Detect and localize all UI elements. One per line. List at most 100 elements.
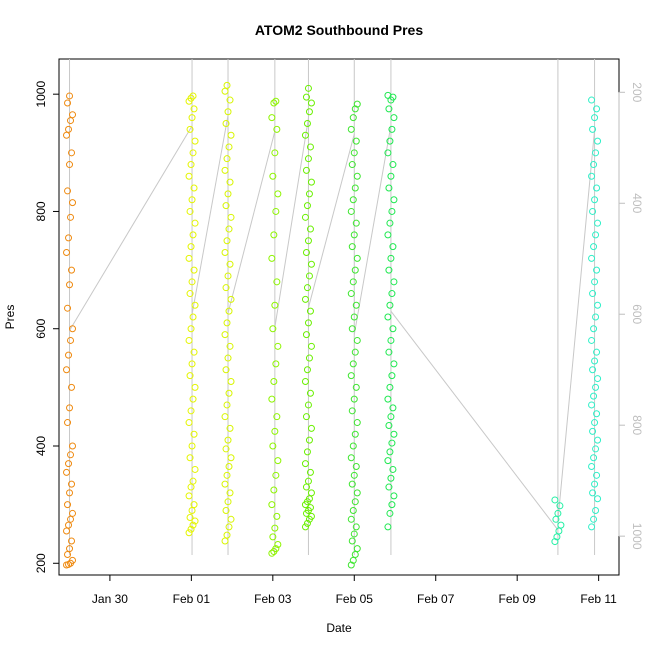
data-point (352, 523, 360, 531)
data-point (188, 278, 196, 286)
data-point (270, 99, 278, 107)
profile-connector-line (274, 118, 309, 328)
profile-connector-line (390, 310, 559, 531)
data-point (271, 301, 279, 309)
data-point (589, 366, 597, 374)
data-point (271, 427, 279, 435)
data-point (347, 372, 355, 380)
data-point (64, 99, 72, 107)
data-point (389, 325, 397, 333)
data-point (588, 172, 596, 180)
data-point (221, 413, 229, 421)
data-point (588, 401, 596, 409)
data-point (588, 523, 596, 531)
x-tick-label: Feb 11 (580, 592, 617, 606)
data-point (188, 196, 196, 204)
data-point (187, 525, 195, 533)
data-point (306, 468, 314, 476)
data-point (384, 91, 392, 99)
data-point (349, 114, 357, 122)
data-point (226, 424, 234, 432)
data-point (348, 537, 356, 545)
data-point (63, 131, 71, 139)
data-point (272, 360, 280, 368)
data-point (592, 149, 600, 157)
right-tick-label: 800 (630, 415, 644, 435)
data-point (303, 448, 311, 456)
data-point (190, 105, 198, 113)
right-axis: 200 400 600 800 1000 (618, 82, 644, 550)
data-point (227, 378, 235, 385)
data-point (66, 92, 74, 100)
data-point (222, 366, 230, 374)
y-tick-label: 1000 (34, 81, 48, 108)
data-point (222, 507, 230, 514)
data-point (221, 249, 229, 256)
data-point (272, 471, 280, 479)
data-point (384, 149, 392, 157)
data-point (305, 354, 313, 362)
data-point (223, 471, 231, 479)
data-point (306, 225, 314, 233)
data-point (226, 260, 234, 268)
data-point (350, 471, 358, 479)
data-point (223, 237, 231, 245)
data-point (69, 325, 77, 333)
data-point (186, 514, 194, 522)
data-point (350, 395, 358, 403)
data-point (347, 515, 355, 523)
data-point (351, 430, 359, 438)
data-point (551, 538, 559, 546)
data-point (225, 389, 233, 397)
data-point (353, 489, 361, 497)
data-point (227, 131, 235, 139)
data-point (594, 301, 602, 309)
data-point (387, 474, 395, 482)
data-point (68, 537, 76, 545)
data-point (351, 498, 359, 506)
data-point (222, 202, 230, 210)
data-point (273, 125, 281, 133)
data-point (189, 92, 197, 100)
data-point (306, 307, 314, 315)
data-point (272, 207, 280, 215)
data-point (227, 454, 235, 462)
profile-connector-line (191, 115, 229, 315)
profile-connector-line (557, 129, 596, 521)
data-point (307, 424, 315, 432)
data-point (352, 301, 360, 309)
data-point (67, 213, 75, 221)
data-point (551, 496, 559, 504)
data-point (349, 278, 357, 286)
data-point (188, 360, 196, 368)
data-point (593, 471, 601, 479)
data-point (352, 137, 360, 145)
y-axis-label: Pres (3, 305, 17, 330)
data-point (223, 155, 231, 163)
data-point (186, 207, 194, 215)
y-tick-label: 400 (34, 436, 48, 456)
data-point (67, 451, 75, 459)
data-point (306, 389, 314, 397)
data-point (224, 108, 232, 116)
profile-connector-line (69, 125, 193, 331)
data-point (190, 266, 198, 274)
data-point (593, 105, 601, 113)
data-point (68, 149, 76, 157)
data-point (189, 521, 197, 529)
data-point (592, 507, 600, 514)
data-point (190, 184, 198, 192)
data-point (303, 519, 311, 527)
data-point (557, 521, 565, 529)
data-point (589, 427, 597, 435)
data-point (388, 501, 396, 509)
x-tick-label: Feb 07 (417, 592, 455, 606)
data-point (273, 512, 281, 520)
data-point (187, 483, 195, 491)
data-point (303, 202, 311, 210)
data-point (589, 290, 597, 298)
data-point (390, 196, 398, 204)
data-point (385, 184, 393, 192)
right-tick-label: 1000 (630, 523, 644, 550)
data-point (66, 545, 74, 553)
